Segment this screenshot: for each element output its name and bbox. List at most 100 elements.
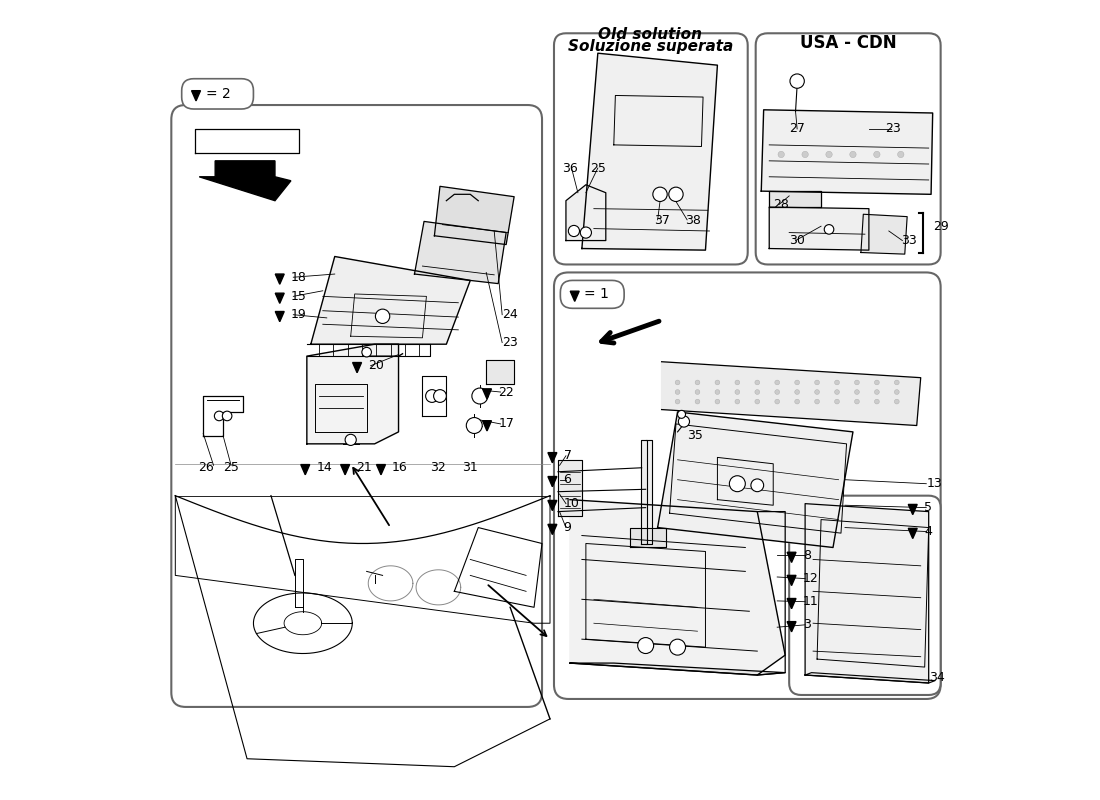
Circle shape (695, 399, 700, 404)
Circle shape (222, 411, 232, 421)
Circle shape (715, 390, 719, 394)
FancyBboxPatch shape (172, 105, 542, 707)
Circle shape (774, 390, 780, 394)
Text: 12: 12 (803, 572, 818, 585)
Circle shape (675, 399, 680, 404)
Polygon shape (353, 362, 362, 373)
Circle shape (755, 390, 760, 394)
Text: 10: 10 (563, 497, 580, 510)
Circle shape (695, 390, 700, 394)
Polygon shape (275, 274, 284, 284)
Circle shape (675, 390, 680, 394)
Text: 30: 30 (789, 234, 805, 247)
Polygon shape (548, 477, 557, 486)
Polygon shape (570, 500, 785, 675)
Polygon shape (483, 389, 492, 399)
Polygon shape (307, 344, 398, 444)
Polygon shape (415, 222, 506, 284)
Text: 17: 17 (498, 418, 514, 430)
FancyBboxPatch shape (182, 78, 253, 109)
Circle shape (715, 399, 719, 404)
Circle shape (466, 418, 482, 434)
Circle shape (826, 151, 833, 158)
Text: 4: 4 (924, 525, 932, 538)
Circle shape (855, 399, 859, 404)
Text: 26: 26 (198, 462, 213, 474)
Polygon shape (565, 185, 606, 241)
Polygon shape (788, 552, 796, 562)
Polygon shape (788, 598, 796, 609)
Polygon shape (769, 191, 821, 207)
Polygon shape (570, 291, 580, 302)
Circle shape (735, 380, 739, 385)
Circle shape (794, 380, 800, 385)
Circle shape (898, 151, 904, 158)
Circle shape (815, 399, 820, 404)
Text: 16: 16 (392, 462, 408, 474)
Text: 27: 27 (789, 122, 805, 135)
Circle shape (850, 151, 856, 158)
Circle shape (815, 380, 820, 385)
Polygon shape (769, 207, 869, 250)
Circle shape (855, 380, 859, 385)
Text: eurospares: eurospares (604, 510, 736, 530)
Text: 25: 25 (590, 162, 606, 175)
Circle shape (472, 388, 487, 404)
Polygon shape (300, 465, 310, 474)
Circle shape (835, 390, 839, 394)
Text: 25: 25 (223, 462, 239, 474)
Text: Soluzione superata: Soluzione superata (568, 39, 733, 54)
Text: USA - CDN: USA - CDN (800, 34, 896, 52)
Polygon shape (629, 527, 666, 547)
Text: 22: 22 (498, 386, 514, 398)
Polygon shape (558, 460, 582, 515)
Text: 35: 35 (688, 430, 703, 442)
Polygon shape (275, 293, 284, 303)
Circle shape (375, 309, 389, 323)
Circle shape (894, 380, 899, 385)
Circle shape (778, 151, 784, 158)
Text: 14: 14 (317, 462, 332, 474)
Polygon shape (275, 311, 284, 322)
Text: 6: 6 (563, 474, 571, 486)
Circle shape (815, 390, 820, 394)
Circle shape (652, 187, 668, 202)
Circle shape (894, 399, 899, 404)
Circle shape (669, 187, 683, 202)
Polygon shape (548, 524, 557, 534)
Polygon shape (548, 453, 557, 463)
Polygon shape (311, 257, 471, 344)
Text: 37: 37 (653, 214, 670, 227)
Circle shape (715, 380, 719, 385)
Circle shape (755, 380, 760, 385)
Text: 11: 11 (803, 595, 818, 608)
Text: 32: 32 (430, 462, 447, 474)
Circle shape (581, 227, 592, 238)
Circle shape (874, 380, 879, 385)
Polygon shape (861, 214, 908, 254)
Polygon shape (570, 663, 785, 675)
Circle shape (362, 347, 372, 357)
Text: eurospares: eurospares (285, 190, 417, 210)
Text: 19: 19 (290, 308, 307, 321)
Polygon shape (582, 54, 717, 250)
Polygon shape (788, 575, 796, 586)
Circle shape (729, 476, 746, 492)
Text: 38: 38 (685, 214, 702, 227)
Circle shape (774, 399, 780, 404)
Polygon shape (909, 505, 917, 514)
Circle shape (774, 380, 780, 385)
Polygon shape (486, 360, 514, 384)
Circle shape (855, 390, 859, 394)
Polygon shape (909, 528, 917, 538)
Circle shape (874, 399, 879, 404)
Circle shape (894, 390, 899, 394)
Text: 34: 34 (928, 671, 945, 684)
Text: 13: 13 (926, 478, 942, 490)
Polygon shape (641, 440, 652, 543)
Text: 8: 8 (803, 549, 811, 562)
Circle shape (345, 434, 356, 446)
Text: 23: 23 (503, 336, 518, 349)
Circle shape (569, 226, 580, 237)
Circle shape (874, 390, 879, 394)
